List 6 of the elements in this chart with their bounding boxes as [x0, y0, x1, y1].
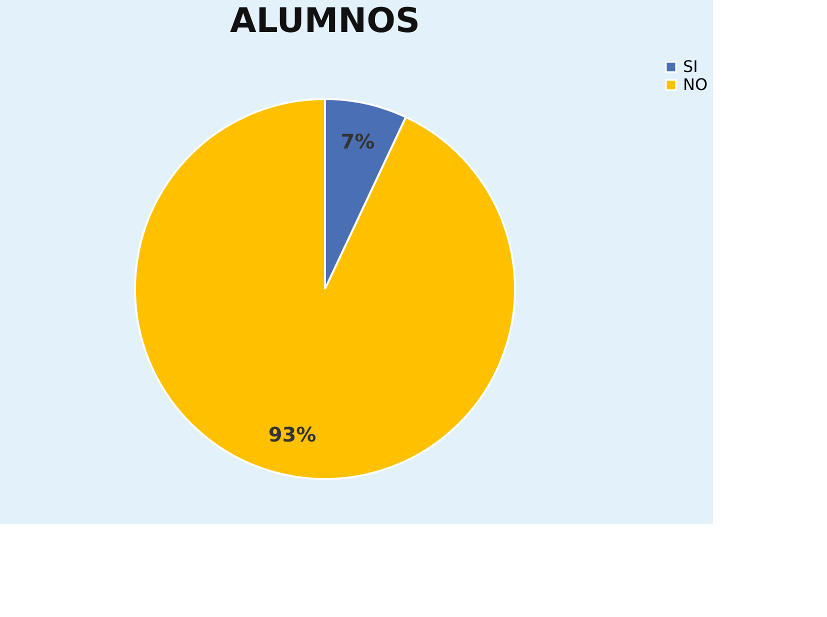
legend-label: SI: [683, 57, 698, 76]
legend-label: NO: [683, 75, 708, 94]
chart-title: ALUMNOS: [230, 1, 420, 41]
data-label: 7%: [340, 130, 375, 154]
data-label: 93%: [268, 422, 316, 446]
pie-slice: [134, 98, 516, 480]
